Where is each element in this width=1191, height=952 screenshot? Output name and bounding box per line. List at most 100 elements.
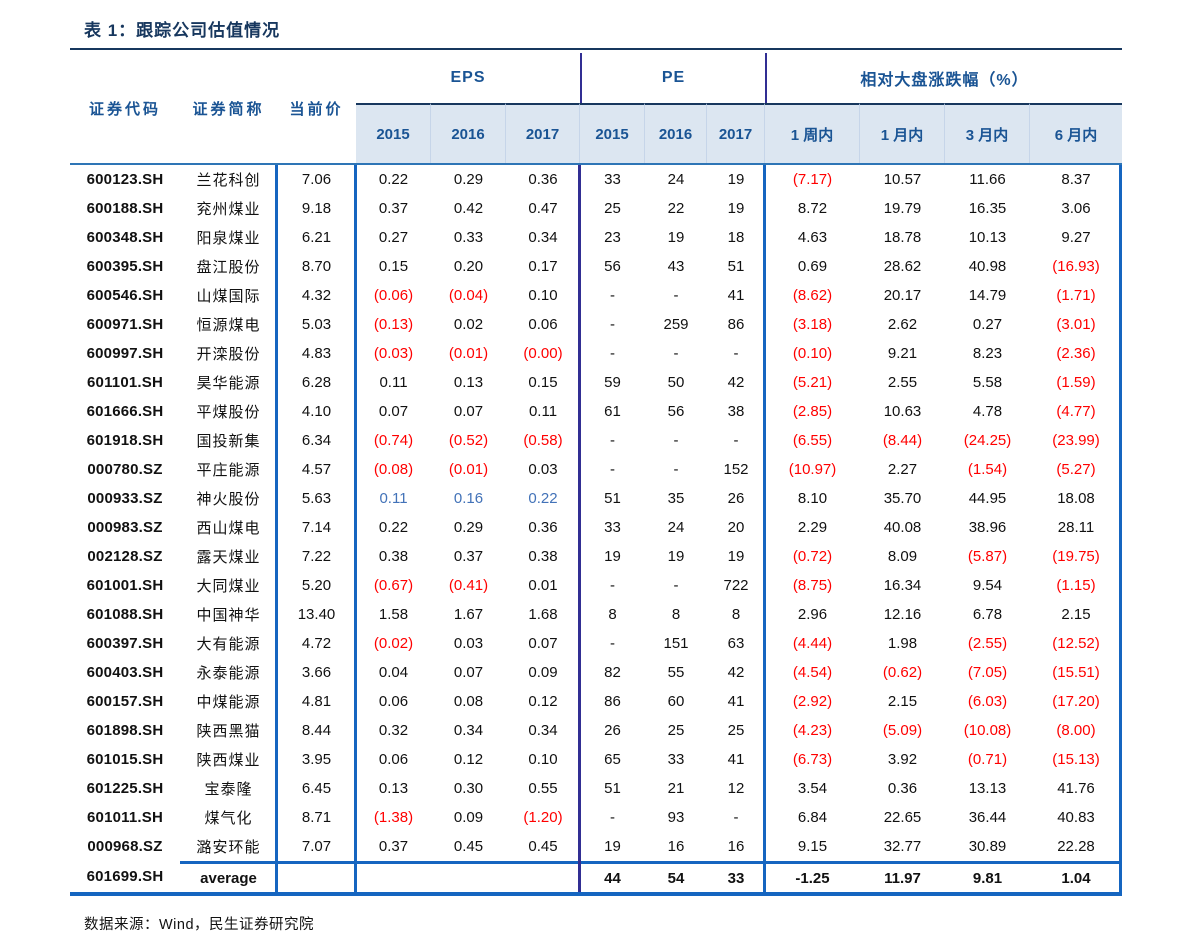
pe-cell: 51: [727, 258, 745, 275]
pe-cell: 56: [604, 258, 621, 275]
eps-cell: 0.22: [378, 171, 409, 188]
relative-change-cell: 0.27: [972, 316, 1003, 333]
subheader-cell: 2015: [580, 103, 645, 163]
price-cell: 3.95: [301, 751, 332, 768]
pe-cell: 42: [727, 664, 745, 681]
column-divider: [1119, 165, 1122, 892]
price-cell: 4.83: [301, 345, 332, 362]
relative-change-cell: 11.66: [969, 171, 1006, 188]
relative-change-cell: (5.87): [967, 548, 1008, 565]
relative-change-cell: 8.23: [972, 345, 1003, 362]
relative-change-cell: (1.15): [1056, 577, 1096, 594]
pe-cell: -: [610, 345, 615, 362]
relative-change-cell: (16.93): [1052, 258, 1100, 275]
eps-cell: (0.02): [373, 635, 414, 652]
price-cell: 8.44: [301, 722, 332, 739]
column-divider: [763, 165, 766, 892]
average-label-cell: average: [180, 861, 277, 892]
price-cell: 6.45: [301, 780, 332, 797]
pe-cell: 152: [723, 461, 749, 478]
table-row: 600348.SH 阳泉煤业 6.21 0.27 0.33 0.34 23 19 18 4.63 1…: [70, 223, 1122, 252]
relative-change-cell: 11.97: [860, 861, 945, 892]
table-row: 000780.SZ 平庄能源 4.57 (0.08) (0.01) 0.03 - - 152 (1…: [70, 455, 1122, 484]
stock-code-cell: 600997.SH: [86, 345, 164, 362]
relative-change-cell: (4.77): [1056, 403, 1096, 420]
eps-cell: 0.34: [528, 722, 558, 739]
stock-code-cell: 601015.SH: [86, 751, 164, 768]
eps-cell: (0.13): [373, 316, 414, 333]
column-divider: [578, 165, 581, 892]
group-header-eps: EPS: [450, 69, 486, 86]
relative-change-cell: (10.97): [788, 461, 837, 478]
eps-cell: (0.06): [373, 287, 414, 304]
eps-cell: 0.22: [528, 490, 558, 507]
price-cell: 6.28: [301, 374, 332, 391]
eps-cell: 0.07: [528, 635, 558, 652]
pe-cell: 63: [727, 635, 745, 652]
eps-cell: 0.34: [528, 229, 558, 246]
subheader-cell: 2017: [707, 103, 765, 163]
eps-cell: 1.67: [453, 606, 484, 623]
stock-code-cell: 600397.SH: [86, 635, 164, 652]
pe-cell: 33: [667, 751, 685, 768]
pe-cell: 86: [604, 693, 621, 710]
eps-cell: [506, 861, 580, 892]
pe-cell: -: [733, 345, 739, 362]
relative-change-cell: (8.62): [792, 287, 833, 304]
eps-cell: 0.30: [453, 780, 484, 797]
relative-change-cell: 2.15: [887, 693, 918, 710]
pe-cell: 8: [731, 606, 741, 623]
relative-change-cell: 9.21: [887, 345, 918, 362]
subheader-cell: 3 月内: [945, 103, 1030, 163]
stock-name-cell: 阳泉煤业: [196, 230, 261, 247]
stock-code-cell: 601225.SH: [86, 780, 164, 797]
eps-cell: 0.06: [378, 693, 409, 710]
stock-name-cell: 山煤国际: [196, 288, 261, 305]
table-row: 002128.SZ 露天煤业 7.22 0.38 0.37 0.38 19 19 19 (0.72…: [70, 542, 1122, 571]
eps-cell: 0.22: [378, 519, 409, 536]
relative-change-cell: 0.69: [797, 258, 828, 275]
stock-code-cell: 600403.SH: [86, 664, 164, 681]
eps-cell: [431, 861, 506, 892]
stock-name-cell: 潞安环能: [196, 839, 261, 856]
eps-cell: 0.08: [453, 693, 484, 710]
eps-cell: (0.41): [448, 577, 489, 594]
stock-code-cell: 601088.SH: [86, 606, 164, 623]
average-row: 601699.SH average 44 54 33 -1.25 11.97 9.81 1.04: [70, 861, 1122, 892]
relative-change-cell: 22.28: [1057, 838, 1095, 855]
eps-cell: 0.38: [528, 548, 558, 565]
relative-change-cell: (0.10): [792, 345, 833, 362]
price-cell: 6.34: [301, 432, 332, 449]
stock-code-cell: 600123.SH: [86, 171, 164, 188]
stock-code-cell: 000983.SZ: [87, 519, 163, 536]
pe-cell: 8: [671, 606, 681, 623]
eps-cell: 0.32: [378, 722, 409, 739]
table-row: 000983.SZ 西山煤电 7.14 0.22 0.29 0.36 33 24 20 2.29 4…: [70, 513, 1122, 542]
pe-cell: 59: [604, 374, 621, 391]
pe-cell: -: [610, 432, 615, 449]
pe-cell: 51: [604, 490, 621, 507]
data-source: 数据来源：Wind，民生证券研究院: [84, 917, 315, 933]
relative-change-cell: 4.63: [797, 229, 828, 246]
stock-code-cell: 000968.SZ: [87, 838, 163, 855]
stock-code-cell: 600157.SH: [86, 693, 164, 710]
stock-code-cell: 601001.SH: [86, 577, 164, 594]
eps-cell: [356, 861, 431, 892]
eps-cell: 0.03: [453, 635, 484, 652]
pe-cell: 41: [727, 751, 745, 768]
table-row: 600403.SH 永泰能源 3.66 0.04 0.07 0.09 82 55 42 (4.54…: [70, 658, 1122, 687]
eps-cell: 0.09: [528, 664, 558, 681]
price-cell: 8.70: [301, 258, 332, 275]
pe-cell: 50: [667, 374, 685, 391]
price-cell: 8.71: [301, 809, 332, 826]
relative-change-cell: 5.58: [972, 374, 1003, 391]
header-code: 证券代码: [88, 100, 161, 118]
relative-change-cell: 12.16: [883, 606, 922, 623]
relative-change-cell: 8.09: [887, 548, 918, 565]
relative-change-cell: (0.71): [967, 751, 1008, 768]
stock-code-cell: 002128.SZ: [87, 548, 163, 565]
relative-change-cell: 18.78: [883, 229, 922, 246]
relative-change-cell: 22.65: [883, 809, 922, 826]
relative-change-cell: (12.52): [1052, 635, 1100, 652]
relative-change-cell: 2.29: [797, 519, 828, 536]
